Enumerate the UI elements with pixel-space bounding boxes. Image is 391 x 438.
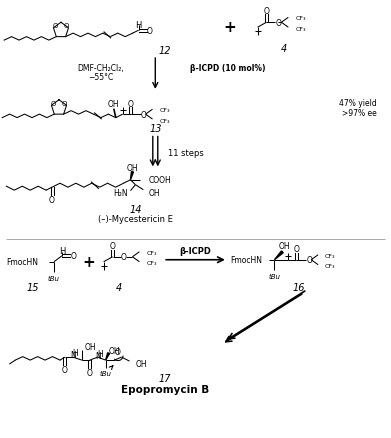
- Text: O: O: [52, 23, 58, 29]
- Text: +: +: [83, 254, 95, 270]
- Text: DMF-CH₂Cl₂,: DMF-CH₂Cl₂,: [77, 64, 124, 73]
- Text: tBu: tBu: [48, 275, 60, 281]
- Text: O: O: [264, 7, 269, 16]
- Text: OH: OH: [127, 164, 138, 173]
- Text: OH: OH: [85, 342, 97, 351]
- Text: O: O: [141, 110, 147, 120]
- Text: O: O: [62, 100, 67, 106]
- Text: (–)-Mycestericin E: (–)-Mycestericin E: [98, 215, 173, 224]
- Text: tBu: tBu: [100, 370, 112, 376]
- Text: O: O: [62, 365, 68, 374]
- Text: O: O: [64, 23, 70, 29]
- Text: +: +: [223, 20, 236, 35]
- Text: 13: 13: [149, 124, 161, 133]
- Text: 12: 12: [159, 46, 172, 56]
- Text: O: O: [120, 253, 126, 261]
- Text: CF₃: CF₃: [325, 254, 335, 259]
- Text: O: O: [293, 245, 299, 254]
- Text: CF₃: CF₃: [295, 27, 306, 32]
- Text: OH: OH: [278, 242, 290, 251]
- Text: N: N: [70, 350, 76, 359]
- Polygon shape: [131, 172, 133, 180]
- Text: O: O: [50, 100, 56, 106]
- Text: CF₃: CF₃: [325, 264, 335, 268]
- Text: O: O: [115, 347, 121, 357]
- Polygon shape: [274, 251, 283, 260]
- Text: O: O: [49, 195, 55, 204]
- Text: tBu: tBu: [269, 273, 280, 279]
- Text: H: H: [59, 247, 65, 256]
- Text: OH: OH: [108, 100, 120, 109]
- Text: 16: 16: [293, 282, 305, 292]
- Text: COOH: COOH: [148, 176, 171, 185]
- Text: 47% yield: 47% yield: [339, 99, 377, 108]
- Text: FmocHN: FmocHN: [6, 258, 38, 267]
- Text: 14: 14: [129, 205, 142, 215]
- Text: 17: 17: [159, 373, 172, 383]
- Text: O: O: [147, 27, 152, 35]
- Text: 11 steps: 11 steps: [168, 148, 204, 158]
- Text: FmocHN: FmocHN: [230, 256, 262, 265]
- Text: CF₃: CF₃: [295, 16, 306, 21]
- Text: N: N: [95, 351, 100, 360]
- Text: Epopromycin B: Epopromycin B: [121, 384, 209, 394]
- Text: O: O: [276, 19, 282, 28]
- Text: CF₃: CF₃: [160, 107, 170, 113]
- Text: −55°C: −55°C: [88, 73, 113, 82]
- Text: OH: OH: [109, 346, 120, 355]
- Polygon shape: [106, 353, 109, 360]
- Text: H: H: [135, 21, 142, 30]
- Text: CF₃: CF₃: [160, 118, 170, 124]
- Text: CF₃: CF₃: [146, 251, 157, 256]
- Text: β-ICPD (10 mol%): β-ICPD (10 mol%): [190, 64, 265, 73]
- Text: O: O: [87, 367, 93, 377]
- Text: O: O: [306, 256, 312, 265]
- Text: OH: OH: [148, 189, 160, 198]
- Text: O: O: [128, 99, 134, 109]
- Text: 15: 15: [27, 282, 39, 292]
- Text: H: H: [97, 349, 102, 358]
- Text: H: H: [72, 348, 78, 357]
- Text: CF₃: CF₃: [146, 261, 157, 265]
- Text: O: O: [71, 252, 77, 261]
- Text: >97% ee: >97% ee: [342, 109, 377, 118]
- Text: β-ICPD: β-ICPD: [179, 247, 211, 256]
- Text: OH: OH: [135, 359, 147, 368]
- Text: 4: 4: [281, 44, 287, 54]
- Text: O: O: [109, 242, 115, 251]
- Text: H₂N: H₂N: [113, 189, 127, 198]
- Text: 4: 4: [115, 282, 122, 292]
